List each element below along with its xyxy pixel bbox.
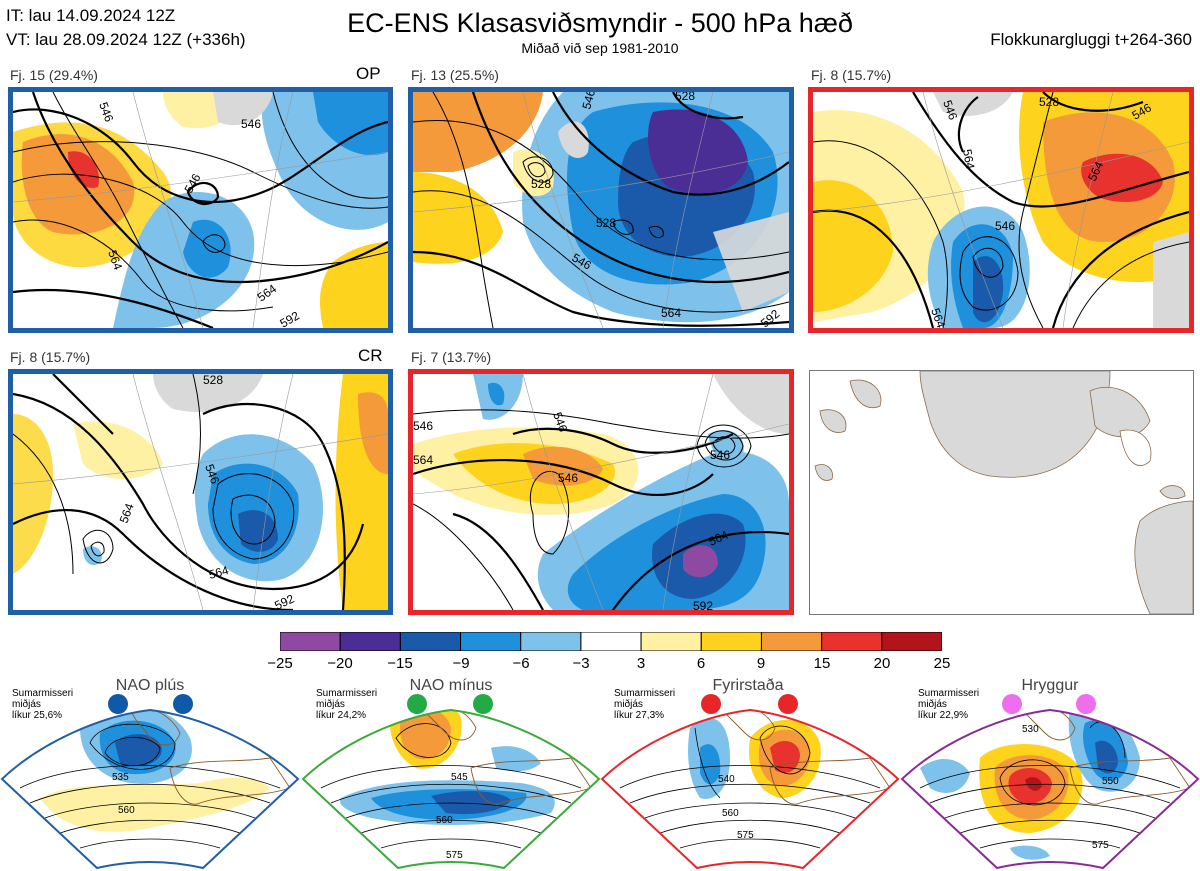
contour-label: 560 <box>722 808 739 819</box>
colorbar-label: 3 <box>636 655 646 672</box>
colorbar-swatches <box>279 631 943 652</box>
regime-map-nao-plus: 535 560 <box>0 694 300 870</box>
regime-dot <box>473 694 493 714</box>
contour-label: 546 <box>995 219 1015 233</box>
contour-label: 540 <box>718 774 735 785</box>
regime-2-name: NAO mínus <box>409 677 493 694</box>
panel-3-label: Fj. 8 (15.7%) <box>811 67 892 83</box>
contour-label: 530 <box>1022 724 1039 735</box>
panel-1-label: Fj. 15 (29.4%) <box>10 67 98 83</box>
colorbar-label: −9 <box>452 655 470 672</box>
contour-label: 564 <box>928 306 948 328</box>
colorbar-swatch <box>339 631 401 652</box>
contour-label: 564 <box>207 563 230 582</box>
colorbar-swatch <box>640 631 702 652</box>
colorbar-swatch <box>821 631 883 652</box>
regime-dot <box>1002 694 1022 714</box>
contour-label: 546 <box>241 117 261 131</box>
regime-3-note: Sumarmisseri miðjás líkur 27,3% <box>614 688 676 721</box>
contour-label: 564 <box>117 501 137 525</box>
contour-label: 564 <box>960 148 977 170</box>
colorbar-swatch <box>700 631 762 652</box>
contour-label: 575 <box>446 850 463 861</box>
valid-time: VT: lau 28.09.2024 12Z (+336h) <box>6 30 246 49</box>
regime-4-note: Sumarmisseri miðjás líkur 22,9% <box>918 688 980 721</box>
cluster-map-5: 546 546 546 564 564 546 592 <box>408 369 794 615</box>
initial-time: IT: lau 14.09.2024 12Z <box>6 6 176 25</box>
regime-dot <box>778 694 798 714</box>
panel-4-tag: CR <box>358 346 383 365</box>
regime-dot <box>1076 694 1096 714</box>
contour-label: 546 <box>96 100 116 124</box>
contour-label: 546 <box>550 410 570 434</box>
contour-label: 564 <box>413 453 433 467</box>
regime-dot <box>407 694 427 714</box>
colorbar-swatch <box>460 631 522 652</box>
contour-label: 546 <box>710 448 730 462</box>
contour-label: 560 <box>118 805 135 816</box>
contour-label: 528 <box>596 216 616 230</box>
empty-map-panel <box>809 370 1194 615</box>
panel-2-label: Fj. 13 (25.5%) <box>411 67 499 83</box>
panel-5-label: Fj. 7 (13.7%) <box>411 349 492 365</box>
regime-map-blocking: 540 560 575 <box>600 694 900 870</box>
colorbar-label: −6 <box>512 655 530 672</box>
regime-map-ridge: 530 550 575 <box>900 694 1200 870</box>
colorbar-swatch <box>580 631 642 652</box>
cluster-map-4: 528 546 564 564 592 <box>8 369 393 615</box>
contour-label: 546 <box>940 98 960 122</box>
contour-label: 545 <box>451 772 468 783</box>
contour-label: 575 <box>1092 840 1109 851</box>
regime-2-note: Sumarmisseri miðjás líkur 24,2% <box>316 688 378 721</box>
page-title: EC-ENS Klasasviðsmyndir - 500 hPa hæð <box>347 8 853 38</box>
regime-1-note: Sumarmisseri miðjás líkur 25,6% <box>12 688 74 721</box>
regime-1-name: NAO plús <box>115 677 185 694</box>
contour-label: 528 <box>203 374 223 387</box>
contour-label: 564 <box>105 248 125 272</box>
contour-label: 546 <box>579 92 598 111</box>
contour-label: 528 <box>675 92 695 103</box>
contour-label: 546 <box>413 419 433 433</box>
cluster-map-1: 546 564 546 546 564 592 <box>8 87 393 333</box>
colorbar-swatch <box>399 631 462 652</box>
regime-3-name: Fyrirstaða <box>712 677 784 694</box>
regime-4-name: Hryggur <box>1021 677 1079 694</box>
colorbar-swatch <box>760 631 823 652</box>
colorbar-label: −15 <box>387 655 413 672</box>
colorbar-swatch <box>520 631 582 652</box>
regime-dot <box>108 694 128 714</box>
cluster-map-3: 546 528 546 564 546 564 564 <box>808 87 1194 333</box>
colorbar-label: 25 <box>933 655 951 672</box>
cluster-map-2: 528 546 528 528 546 564 592 <box>408 87 794 333</box>
contour-label: 592 <box>693 599 713 610</box>
panel-1-tag: OP <box>356 64 381 83</box>
colorbar-label: −20 <box>327 655 353 672</box>
contour-label: 560 <box>436 815 453 826</box>
colorbar-swatch <box>279 631 341 652</box>
regime-dot <box>173 694 193 714</box>
colorbar-label: 15 <box>813 655 831 672</box>
contour-label: 575 <box>737 830 754 841</box>
classification-window: Flokkunargluggi t+264-360 <box>990 30 1192 49</box>
contour-label: 528 <box>531 177 551 191</box>
page-subtitle: Miðað við sep 1981-2010 <box>521 40 679 56</box>
colorbar-swatch <box>881 631 943 652</box>
contour-label: 546 <box>558 471 578 485</box>
colorbar-label: 9 <box>756 655 766 672</box>
colorbar-label: −25 <box>267 655 293 672</box>
contour-label: 564 <box>661 306 681 320</box>
header-info: IT: lau 14.09.2024 12Z VT: lau 28.09.202… <box>6 4 246 52</box>
colorbar <box>279 631 943 652</box>
colorbar-label: 6 <box>696 655 706 672</box>
regime-dot <box>701 694 721 714</box>
contour-label: 546 <box>202 462 222 486</box>
colorbar-label: −3 <box>572 655 590 672</box>
contour-label: 528 <box>1039 95 1059 109</box>
contour-label: 550 <box>1102 776 1119 787</box>
colorbar-label: 20 <box>873 655 891 672</box>
contour-label: 535 <box>112 772 129 783</box>
regime-map-nao-minus: 545 560 575 <box>301 694 601 870</box>
panel-4-label: Fj. 8 (15.7%) <box>10 349 91 365</box>
